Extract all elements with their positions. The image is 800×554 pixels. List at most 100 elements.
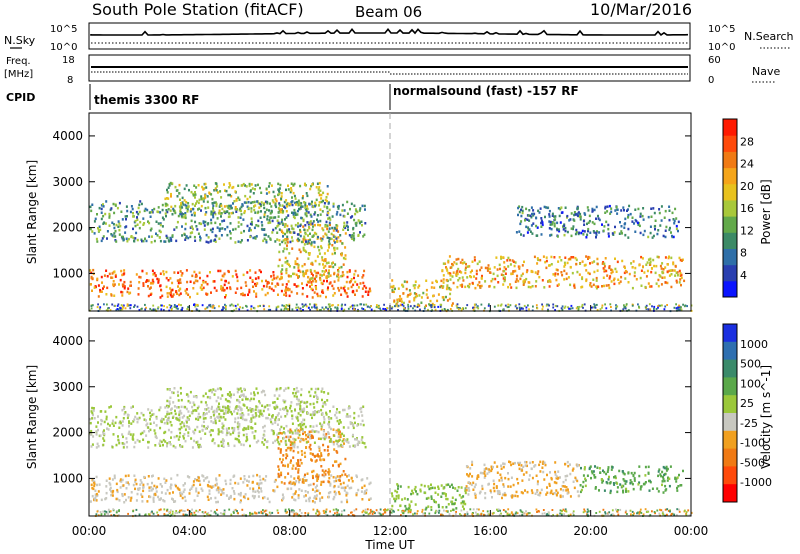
heatmap-cell xyxy=(464,489,467,492)
heatmap-cell xyxy=(163,305,165,308)
heatmap-cell xyxy=(224,228,227,231)
heatmap-cell xyxy=(581,305,583,308)
heatmap-cell xyxy=(276,225,279,228)
heatmap-cell xyxy=(288,481,291,485)
heatmap-cell xyxy=(321,387,324,390)
heatmap-cell xyxy=(314,387,317,391)
heatmap-cell xyxy=(197,405,200,408)
heatmap-cell xyxy=(647,258,650,261)
heatmap-cell xyxy=(397,487,399,490)
heatmap-cell xyxy=(228,431,231,435)
heatmap-cell xyxy=(215,202,218,206)
heatmap-cell xyxy=(430,286,433,289)
heatmap-cell xyxy=(536,272,539,276)
heatmap-cell xyxy=(262,477,265,481)
heatmap-cell xyxy=(282,231,285,235)
heatmap-cell xyxy=(461,262,464,265)
heatmap-cell xyxy=(396,298,399,302)
heatmap-cell xyxy=(250,228,252,232)
heatmap-cell xyxy=(126,445,129,449)
heatmap-cell xyxy=(297,237,300,241)
heatmap-cell xyxy=(215,399,218,403)
heatmap-cell xyxy=(151,278,154,282)
heatmap-cell xyxy=(296,431,299,435)
heatmap-cell xyxy=(319,499,322,503)
heatmap-cell xyxy=(263,390,266,393)
heatmap-cell xyxy=(209,228,212,232)
heatmap-cell xyxy=(153,484,156,488)
heatmap-cell xyxy=(335,224,338,227)
heatmap-cell xyxy=(255,292,258,295)
heatmap-cell xyxy=(327,473,330,476)
heatmap-cell xyxy=(562,485,565,488)
heatmap-cell xyxy=(274,198,277,201)
heatmap-cell xyxy=(248,290,251,294)
heatmap-cell xyxy=(355,289,358,292)
heatmap-cell xyxy=(172,444,175,448)
heatmap-cell xyxy=(599,471,602,474)
heatmap-cell xyxy=(323,205,326,208)
heatmap-cell xyxy=(361,204,364,208)
heatmap-cell xyxy=(467,493,470,496)
heatmap-cell xyxy=(441,286,444,289)
heatmap-cell xyxy=(178,416,181,419)
heatmap-cell xyxy=(294,498,297,502)
heatmap-cell xyxy=(228,405,231,409)
heatmap-cell xyxy=(203,425,206,428)
heatmap-cell xyxy=(473,485,476,489)
heatmap-cell xyxy=(183,488,186,491)
heatmap-cell xyxy=(665,469,668,472)
heatmap-cell xyxy=(574,256,577,260)
heatmap-cell xyxy=(290,290,293,294)
heatmap-cell xyxy=(662,477,665,481)
heatmap-cell xyxy=(287,386,290,390)
heatmap-cell xyxy=(300,240,303,244)
heatmap-cell xyxy=(304,479,307,482)
heatmap-cell xyxy=(297,468,300,471)
heatmap-cell xyxy=(526,490,529,494)
heatmap-cell xyxy=(274,240,277,243)
heatmap-cell xyxy=(282,464,285,467)
heatmap-cell xyxy=(204,194,206,197)
heatmap-cell xyxy=(246,397,249,401)
heatmap-cell xyxy=(272,274,275,277)
heatmap-cell xyxy=(416,294,418,298)
heatmap-cell xyxy=(300,202,303,205)
heatmap-cell xyxy=(608,475,610,479)
heatmap-cell xyxy=(281,264,284,267)
heatmap-cell xyxy=(344,303,347,306)
heatmap-cell xyxy=(302,309,304,311)
heatmap-cell xyxy=(169,306,172,309)
heatmap-cell xyxy=(394,287,396,291)
heatmap-cell xyxy=(167,418,170,422)
heatmap-cell xyxy=(474,496,477,499)
heatmap-cell xyxy=(619,280,622,283)
heatmap-cell xyxy=(161,208,164,212)
heatmap-cell xyxy=(133,306,135,308)
heatmap-cell xyxy=(169,486,172,489)
heatmap-cell xyxy=(258,269,261,272)
heatmap-cell xyxy=(310,262,313,265)
heatmap-cell xyxy=(252,409,255,412)
heatmap-cell xyxy=(274,216,277,219)
heatmap-cell xyxy=(91,494,94,498)
heatmap-cell xyxy=(315,274,318,278)
noise-axis-top-right: 10^5 xyxy=(708,24,735,35)
heatmap-cell xyxy=(396,490,399,494)
heatmap-cell xyxy=(291,467,294,470)
heatmap-cell xyxy=(311,470,314,474)
heatmap-cell xyxy=(183,187,186,191)
heatmap-cell xyxy=(573,486,576,490)
heatmap-cell xyxy=(353,218,356,222)
heatmap-cell xyxy=(316,400,319,404)
heatmap-cell xyxy=(163,240,166,243)
heatmap-cell xyxy=(627,472,630,475)
heatmap-cell xyxy=(429,299,432,303)
heatmap-cell xyxy=(674,274,677,277)
heatmap-cell xyxy=(588,256,591,259)
heatmap-cell xyxy=(195,395,198,399)
heatmap-cell xyxy=(290,182,293,185)
heatmap-cell xyxy=(596,257,599,261)
noise-axis-top: 10^5 xyxy=(50,24,77,35)
heatmap-cell xyxy=(292,213,295,216)
